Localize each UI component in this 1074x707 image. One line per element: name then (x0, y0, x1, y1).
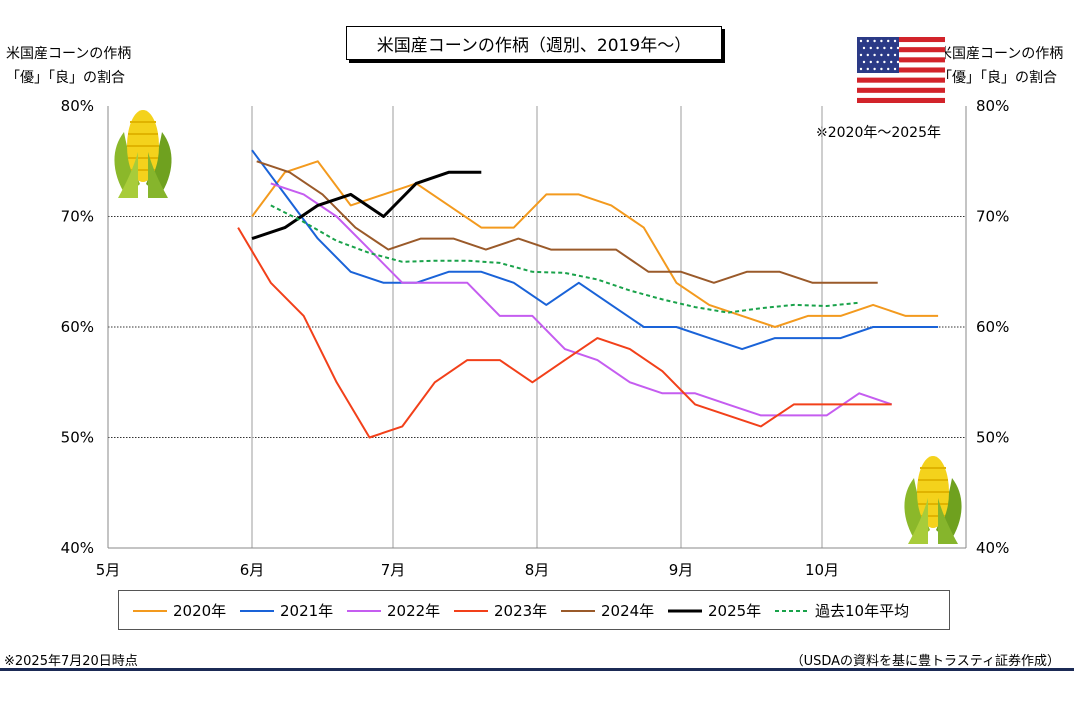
x-tick-label: 8月 (525, 561, 550, 579)
right-axis-caption: 米国産コーンの作柄 「優」「良」の割合 (938, 42, 1063, 90)
x-tick-label: 6月 (240, 561, 265, 579)
series-line (251, 170, 482, 241)
legend-label: 過去10年平均 (815, 602, 909, 620)
legend-label: 2021年 (280, 602, 333, 620)
series-line (256, 160, 878, 284)
y-tick-label-left: 60% (61, 318, 94, 336)
legend-label: 2025年 (708, 602, 761, 620)
left-axis-caption-line2: 「優」「良」の割合 (6, 70, 125, 86)
source-note: （USDAの資料を基に豊トラスティ証券作成） (790, 654, 1060, 669)
legend-label: 2022年 (387, 602, 440, 620)
footer-rule (0, 668, 1074, 671)
y-tick-label-right: 80% (976, 97, 1009, 115)
y-tick-label-right: 40% (976, 539, 1009, 557)
legend-label: 2024年 (601, 602, 654, 620)
y-tick-label-left: 40% (61, 539, 94, 557)
chart-title-text: 米国産コーンの作柄（週別、2019年～） (376, 35, 692, 56)
legend: 2020年 2021年 2022年 2023年 2024年 2025年 過去10年平均 (118, 590, 950, 630)
series-line (251, 160, 939, 328)
right-axis-caption-line1: 米国産コーンの作柄 (938, 46, 1064, 62)
series-line (251, 149, 939, 351)
y-tick-label-right: 70% (976, 208, 1009, 226)
range-note: ※2020年～2025年 (816, 125, 941, 141)
left-axis-caption-line1: 米国産コーンの作柄 (6, 46, 132, 62)
y-tick-label-left: 80% (61, 97, 94, 115)
right-axis-caption-line2: 「優」「良」の割合 (938, 70, 1057, 86)
x-tick-label: 5月 (96, 561, 121, 579)
x-tick-label: 10月 (805, 561, 839, 579)
us-flag-icon (857, 37, 945, 103)
legend-label: 2023年 (494, 602, 547, 620)
series-line (270, 182, 893, 417)
series-line (270, 204, 860, 314)
x-tick-label: 7月 (381, 561, 406, 579)
corn-icon (114, 110, 172, 198)
y-tick-label-left: 70% (61, 208, 94, 226)
chart-title: 米国産コーンの作柄（週別、2019年～） (346, 26, 722, 60)
x-tick-label: 9月 (669, 561, 694, 579)
timestamp-note: ※2025年7月20日時点 (4, 654, 138, 669)
corn-icon (904, 456, 962, 544)
y-tick-label-right: 50% (976, 429, 1009, 447)
series-line (237, 227, 892, 439)
left-axis-caption: 米国産コーンの作柄 「優」「良」の割合 (6, 42, 131, 90)
y-tick-label-right: 60% (976, 318, 1009, 336)
legend-items: 2020年 2021年 2022年 2023年 2024年 2025年 過去10年平均 (133, 602, 909, 620)
y-tick-label-left: 50% (61, 429, 94, 447)
legend-label: 2020年 (173, 602, 226, 620)
